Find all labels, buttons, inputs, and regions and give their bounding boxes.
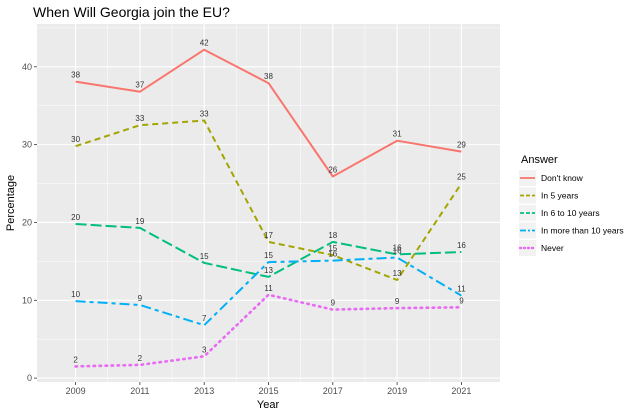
legend-label-2: In 6 to 10 years — [541, 208, 600, 218]
data-label: 17 — [264, 231, 273, 240]
series-lines — [74, 48, 463, 368]
x-tick-label: 2019 — [387, 386, 407, 396]
grid-lines — [37, 24, 500, 382]
data-label: 25 — [457, 173, 466, 182]
series-line-1 — [75, 119, 463, 281]
data-label: 13 — [393, 269, 402, 278]
series-line-4 — [74, 293, 463, 368]
data-label: 9 — [395, 297, 400, 306]
data-label: 15 — [200, 252, 209, 261]
data-label: 33 — [200, 110, 209, 119]
legend-items: Don't know In 5 years In 6 to 10 years In m… — [518, 170, 624, 256]
data-label: 2 — [73, 355, 78, 364]
legend-label-0: Don't know — [541, 173, 584, 183]
legend-label-4: Never — [541, 243, 564, 253]
data-label: 30 — [71, 135, 80, 144]
y-tick-label: 30 — [22, 140, 32, 150]
data-label: 9 — [459, 296, 464, 305]
data-label: 16 — [393, 246, 402, 255]
data-label: 15 — [328, 244, 337, 253]
x-tick-label: 2013 — [194, 386, 214, 396]
series-line-3 — [75, 256, 462, 327]
data-label: 42 — [200, 39, 209, 48]
data-label: 9 — [331, 299, 336, 308]
data-label: 16 — [393, 243, 402, 252]
data-label: 26 — [328, 166, 337, 175]
data-label: 31 — [393, 130, 402, 139]
data-label: 7 — [202, 314, 207, 323]
x-tick-label: 2021 — [451, 386, 471, 396]
data-label: 20 — [71, 213, 80, 222]
data-label: 2 — [138, 354, 143, 363]
y-axis-ticks: 0 10 20 30 40 — [22, 62, 37, 383]
legend-title: Answer — [521, 154, 558, 166]
x-tick-label: 2017 — [323, 386, 343, 396]
legend-key-bg — [519, 222, 536, 239]
data-label: 3 — [202, 345, 207, 354]
data-label: 13 — [264, 266, 273, 275]
data-label: 16 — [457, 241, 466, 250]
x-axis-ticks: 2009 2011 2013 2015 2017 2019 2021 — [66, 382, 471, 396]
data-label: 18 — [328, 231, 337, 240]
data-label: 11 — [264, 284, 273, 293]
x-tick-label: 2015 — [258, 386, 278, 396]
data-label: 9 — [138, 294, 143, 303]
data-label: 10 — [71, 290, 80, 299]
x-tick-label: 2011 — [130, 386, 149, 396]
data-label: 15 — [264, 251, 273, 260]
y-tick-label: 10 — [22, 295, 32, 305]
data-label: 33 — [135, 114, 144, 123]
data-label: 38 — [71, 71, 80, 80]
series-line-2 — [75, 223, 462, 278]
x-tick-label: 2009 — [66, 386, 86, 396]
y-tick-label: 20 — [22, 217, 32, 227]
chart-title: When Will Georgia join the EU? — [33, 4, 230, 20]
data-label: 16 — [328, 250, 337, 259]
legend: Answer Don't know In 5 years In 6 to 10 ye… — [518, 154, 624, 256]
y-tick-label: 40 — [22, 62, 32, 72]
data-label: 19 — [135, 217, 144, 226]
y-tick-label: 0 — [27, 373, 32, 383]
series-line-0 — [75, 48, 462, 178]
data-label: 38 — [264, 72, 273, 81]
data-label: 11 — [457, 285, 466, 294]
y-axis-title: Percentage — [5, 175, 17, 231]
data-label: 37 — [135, 81, 144, 90]
x-axis-title: Year — [257, 399, 280, 411]
legend-label-3: In more than 10 years — [541, 226, 624, 236]
legend-label-1: In 5 years — [541, 191, 578, 201]
data-label: 29 — [457, 141, 466, 150]
